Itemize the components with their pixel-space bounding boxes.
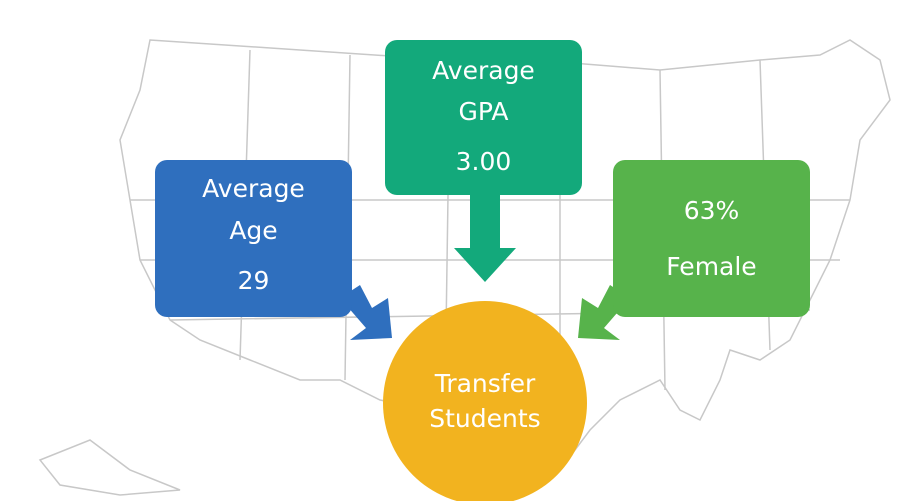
info-box: [155, 160, 352, 317]
box-label: 3.00: [456, 147, 512, 176]
arrow: [340, 285, 392, 340]
center-label: Students: [429, 404, 540, 433]
box-label: Average: [202, 174, 305, 203]
arrow: [454, 195, 516, 282]
box-label: Age: [229, 216, 277, 245]
box-label: GPA: [459, 97, 509, 126]
box-label: Female: [666, 252, 756, 281]
info-box: [613, 160, 810, 317]
info-box: [385, 40, 582, 195]
box-label: Average: [432, 56, 535, 85]
box-label: 63%: [684, 196, 740, 225]
box-label: 29: [238, 266, 270, 295]
center-circle: [383, 301, 587, 501]
center-label: Transfer: [434, 369, 536, 398]
